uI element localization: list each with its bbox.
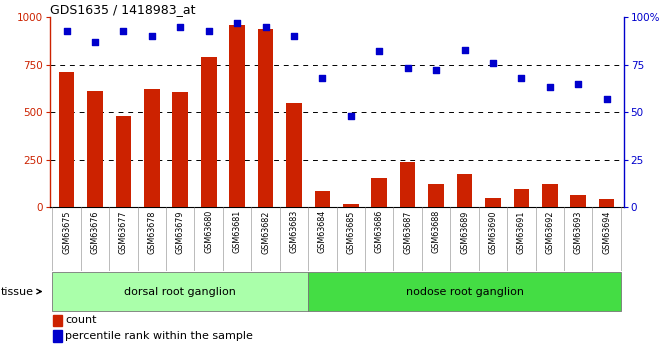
Text: GSM63685: GSM63685 bbox=[346, 210, 355, 254]
Bar bbox=[308, 272, 621, 312]
Point bbox=[516, 75, 527, 81]
Bar bbox=[343, 204, 358, 207]
Text: GSM63679: GSM63679 bbox=[176, 210, 185, 254]
Point bbox=[147, 33, 157, 39]
Bar bbox=[315, 191, 330, 207]
Point bbox=[232, 20, 242, 26]
Text: GSM63694: GSM63694 bbox=[602, 210, 611, 254]
Text: GSM63686: GSM63686 bbox=[375, 210, 383, 254]
Text: count: count bbox=[65, 315, 96, 325]
Bar bbox=[53, 330, 61, 342]
Text: GSM63692: GSM63692 bbox=[545, 210, 554, 254]
Bar bbox=[144, 89, 160, 207]
Bar bbox=[115, 116, 131, 207]
Bar bbox=[542, 184, 558, 207]
Bar bbox=[172, 92, 188, 207]
Point bbox=[317, 75, 327, 81]
Point bbox=[288, 33, 299, 39]
Text: tissue: tissue bbox=[1, 287, 41, 296]
Text: GSM63676: GSM63676 bbox=[90, 210, 100, 254]
Point bbox=[260, 24, 271, 30]
Point bbox=[544, 85, 555, 90]
Text: GSM63677: GSM63677 bbox=[119, 210, 128, 254]
Bar bbox=[570, 195, 586, 207]
Bar bbox=[53, 315, 61, 326]
Bar bbox=[201, 57, 216, 207]
Bar bbox=[599, 199, 614, 207]
Point bbox=[573, 81, 583, 87]
Text: GSM63675: GSM63675 bbox=[62, 210, 71, 254]
Text: GDS1635 / 1418983_at: GDS1635 / 1418983_at bbox=[50, 3, 195, 16]
Text: GSM63680: GSM63680 bbox=[204, 210, 213, 254]
Point bbox=[118, 28, 129, 33]
Text: GSM63693: GSM63693 bbox=[574, 210, 583, 254]
Point bbox=[90, 39, 100, 45]
Bar bbox=[59, 72, 75, 207]
Bar bbox=[485, 197, 501, 207]
Point bbox=[431, 68, 442, 73]
Point bbox=[346, 113, 356, 119]
Point bbox=[61, 28, 72, 33]
Text: GSM63684: GSM63684 bbox=[318, 210, 327, 254]
Text: nodose root ganglion: nodose root ganglion bbox=[405, 287, 523, 296]
Bar bbox=[52, 272, 308, 312]
Point bbox=[175, 24, 185, 30]
Text: GSM63688: GSM63688 bbox=[432, 210, 441, 254]
Point bbox=[374, 49, 385, 54]
Text: GSM63681: GSM63681 bbox=[232, 210, 242, 254]
Bar bbox=[513, 189, 529, 207]
Bar bbox=[400, 162, 416, 207]
Text: GSM63678: GSM63678 bbox=[147, 210, 156, 254]
Point bbox=[488, 60, 498, 66]
Bar bbox=[428, 184, 444, 207]
Bar bbox=[257, 29, 273, 207]
Text: dorsal root ganglion: dorsal root ganglion bbox=[124, 287, 236, 296]
Point bbox=[601, 96, 612, 101]
Text: GSM63691: GSM63691 bbox=[517, 210, 526, 254]
Point bbox=[203, 28, 214, 33]
Point bbox=[403, 66, 413, 71]
Bar bbox=[87, 91, 103, 207]
Text: GSM63689: GSM63689 bbox=[460, 210, 469, 254]
Bar bbox=[372, 178, 387, 207]
Text: GSM63687: GSM63687 bbox=[403, 210, 412, 254]
Text: GSM63690: GSM63690 bbox=[488, 210, 498, 254]
Text: GSM63682: GSM63682 bbox=[261, 210, 270, 254]
Bar bbox=[286, 103, 302, 207]
Bar bbox=[457, 174, 473, 207]
Text: GSM63683: GSM63683 bbox=[290, 210, 298, 254]
Point bbox=[459, 47, 470, 52]
Bar bbox=[229, 25, 245, 207]
Text: percentile rank within the sample: percentile rank within the sample bbox=[65, 331, 253, 341]
